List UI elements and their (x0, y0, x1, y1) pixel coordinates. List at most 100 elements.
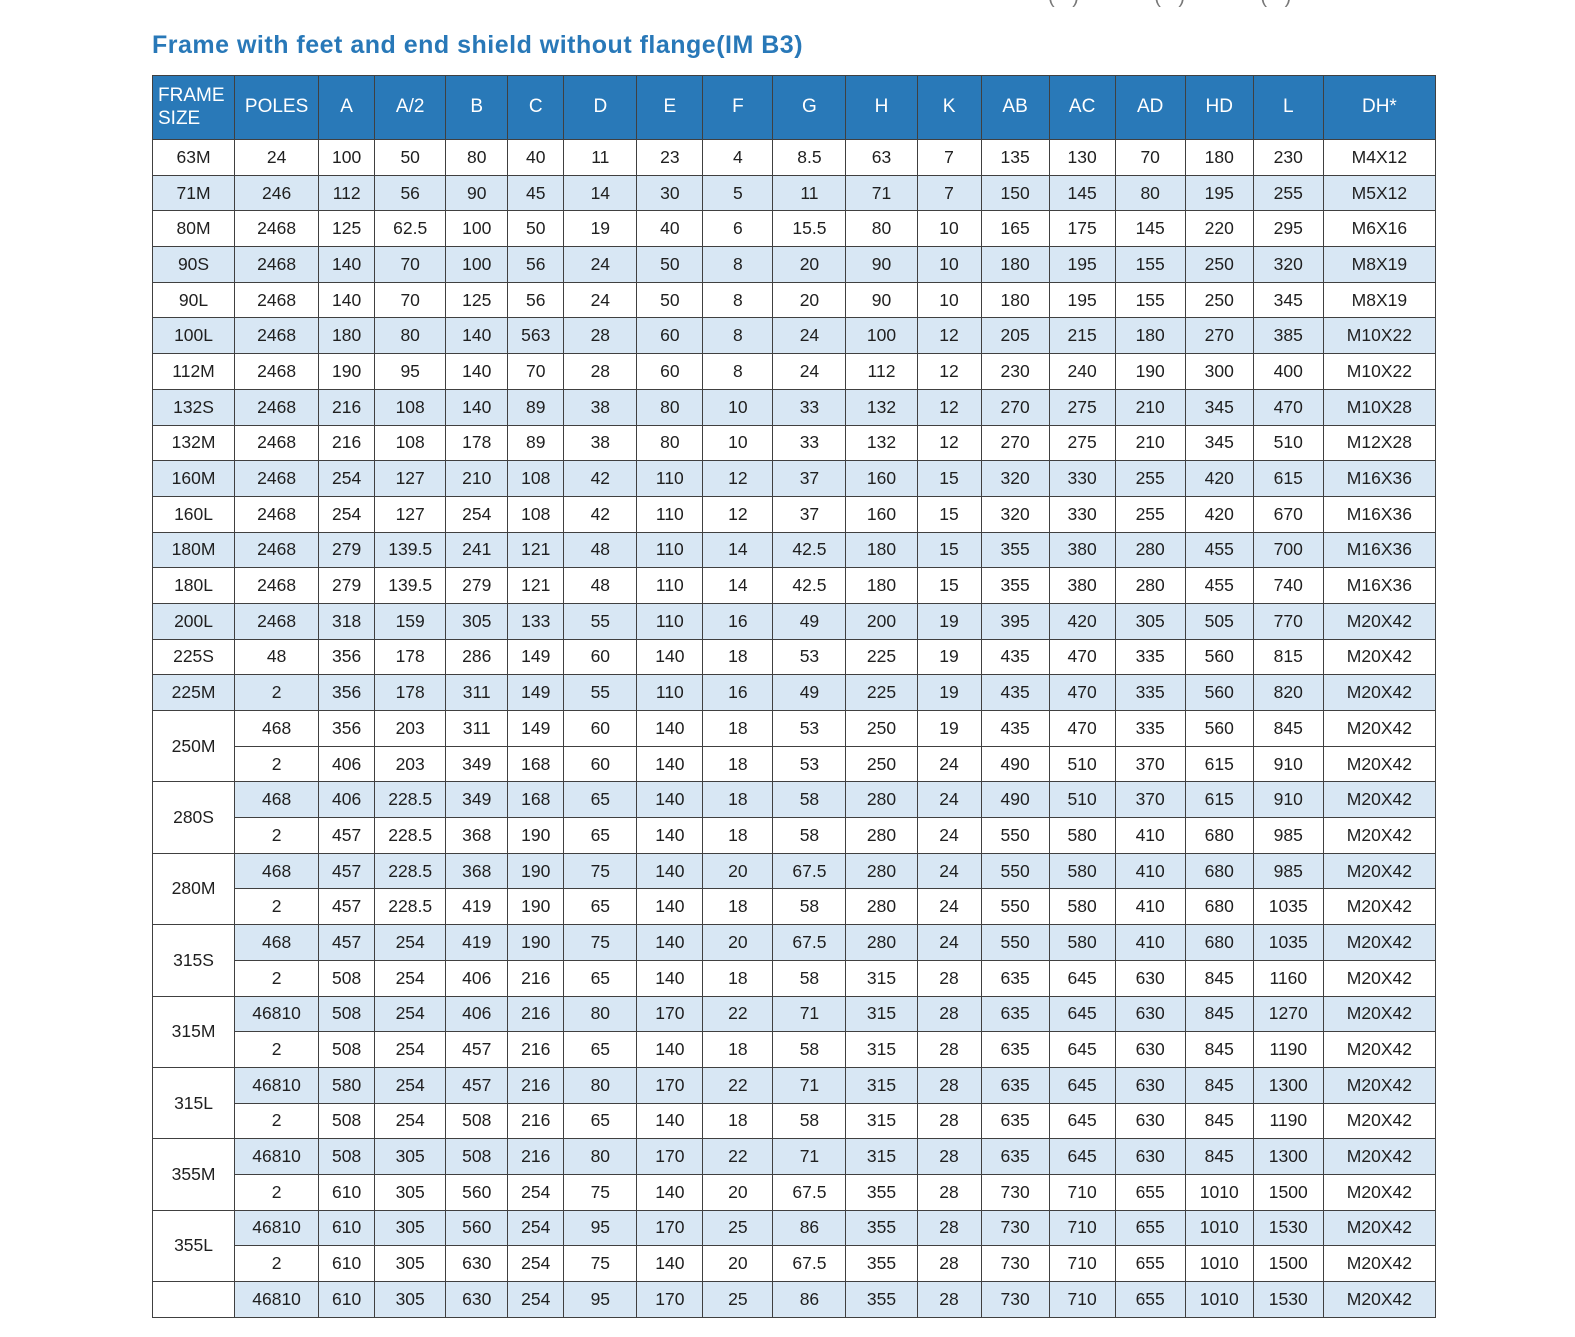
value-cell: 368 (445, 852, 509, 890)
value-cell: 550 (980, 852, 1050, 890)
value-cell: 560 (1184, 638, 1254, 676)
value-cell: 670 (1252, 495, 1324, 533)
value-cell: 25 (702, 1281, 774, 1318)
value-cell: 20 (702, 852, 774, 890)
value-cell: 2 (234, 817, 320, 854)
value-cell: 335 (1114, 674, 1186, 711)
value-cell: 149 (507, 638, 565, 676)
value-cell: 280 (845, 817, 918, 854)
value-cell: 330 (1048, 460, 1116, 497)
value-cell: 55 (563, 602, 638, 640)
value-cell: 24 (916, 817, 982, 854)
value-cell: 370 (1114, 781, 1186, 819)
value-cell: 2468 (234, 567, 320, 604)
value-cell: 46810 (234, 1066, 320, 1104)
table-row: 2 508 254 457 216 65 140 18 58 315 28 635 645 630 845 1… (153, 1031, 1437, 1068)
value-cell: 62.5 (374, 210, 447, 248)
value-cell: 435 (980, 710, 1050, 747)
value-cell: 24 (916, 924, 982, 961)
value-cell: 1190 (1252, 1031, 1324, 1068)
value-cell: 28 (916, 1173, 982, 1211)
column-header-c: C (507, 75, 565, 140)
value-cell: 42.5 (772, 567, 847, 604)
value-cell: 60 (563, 745, 638, 783)
value-cell: 28 (916, 1138, 982, 1175)
value-cell: 140 (445, 388, 509, 426)
value-cell: M5X12 (1322, 174, 1437, 212)
value-cell: 228.5 (374, 781, 447, 819)
value-cell: 12 (916, 353, 982, 390)
value-cell: 580 (1048, 817, 1116, 854)
value-cell: 20 (702, 924, 774, 961)
value-cell: 645 (1048, 995, 1116, 1033)
value-cell: 110 (636, 674, 704, 711)
value-cell: M20X42 (1322, 1031, 1437, 1068)
value-cell: 254 (507, 1245, 565, 1282)
value-cell: 2468 (234, 317, 320, 355)
value-cell: 985 (1252, 817, 1324, 854)
value-cell: 305 (445, 602, 509, 640)
value-cell: 630 (445, 1245, 509, 1282)
value-cell: 140 (636, 924, 704, 961)
value-cell: 50 (636, 281, 704, 319)
value-cell: 28 (916, 1209, 982, 1247)
value-cell: 80 (1114, 174, 1186, 212)
value-cell: 216 (507, 959, 565, 997)
value-cell: 20 (702, 1245, 774, 1282)
value-cell: 145 (1114, 210, 1186, 248)
value-cell: 140 (636, 745, 704, 783)
value-cell: 280 (845, 888, 918, 926)
value-cell: 630 (1114, 1102, 1186, 1140)
value-cell: 1010 (1184, 1173, 1254, 1211)
value-cell: 710 (1048, 1245, 1116, 1282)
value-cell: M16X36 (1322, 460, 1437, 497)
value-cell: 205 (980, 317, 1050, 355)
value-cell: M20X42 (1322, 1102, 1437, 1140)
value-cell: 1010 (1184, 1209, 1254, 1247)
value-cell: 280 (845, 781, 918, 819)
value-cell: 15.5 (772, 210, 847, 248)
value-cell: 75 (563, 1173, 638, 1211)
value-cell: M20X42 (1322, 1245, 1437, 1282)
column-header-a-2: A/2 (374, 75, 447, 140)
value-cell: 508 (318, 1138, 376, 1175)
value-cell: 130 (1048, 139, 1116, 176)
value-cell: 133 (507, 602, 565, 640)
value-cell: 100 (445, 210, 509, 248)
value-cell: 380 (1048, 531, 1116, 569)
value-cell: 121 (507, 531, 565, 569)
value-cell: 71 (845, 174, 918, 212)
value-cell: 18 (702, 959, 774, 997)
value-cell: 100 (845, 317, 918, 355)
value-cell: 110 (636, 531, 704, 569)
value-cell: 254 (374, 995, 447, 1033)
frame-size-cell: 160L (151, 495, 236, 533)
value-cell: 24 (772, 317, 847, 355)
frame-size-cell (151, 1281, 236, 1318)
value-cell: 320 (980, 460, 1050, 497)
value-cell: M10X22 (1322, 353, 1437, 390)
value-cell: 254 (318, 460, 376, 497)
value-cell: 2 (234, 1173, 320, 1211)
value-cell: M16X36 (1322, 495, 1437, 533)
frame-size-cell: 180L (151, 567, 236, 604)
value-cell: 345 (1252, 281, 1324, 319)
value-cell: 228.5 (374, 852, 447, 890)
value-cell: 470 (1048, 674, 1116, 711)
value-cell: 455 (1184, 567, 1254, 604)
frame-size-cell: 250M (151, 709, 236, 783)
value-cell: 112 (845, 353, 918, 390)
value-cell: 216 (507, 1138, 565, 1175)
value-cell: 645 (1048, 1066, 1116, 1104)
value-cell: 22 (702, 1066, 774, 1104)
frame-size-cell: 315S (151, 924, 236, 997)
value-cell: 635 (980, 1102, 1050, 1140)
value-cell: 127 (374, 460, 447, 497)
value-cell: 60 (636, 317, 704, 355)
value-cell: 100 (445, 246, 509, 283)
value-cell: 56 (507, 281, 565, 319)
value-cell: 75 (563, 852, 638, 890)
column-header-ad: AD (1114, 75, 1186, 140)
value-cell: 108 (374, 388, 447, 426)
table-row: 90S 2468 140 70 100 56 24 50 8 20 90 10 180 195 155 250… (151, 246, 1437, 283)
